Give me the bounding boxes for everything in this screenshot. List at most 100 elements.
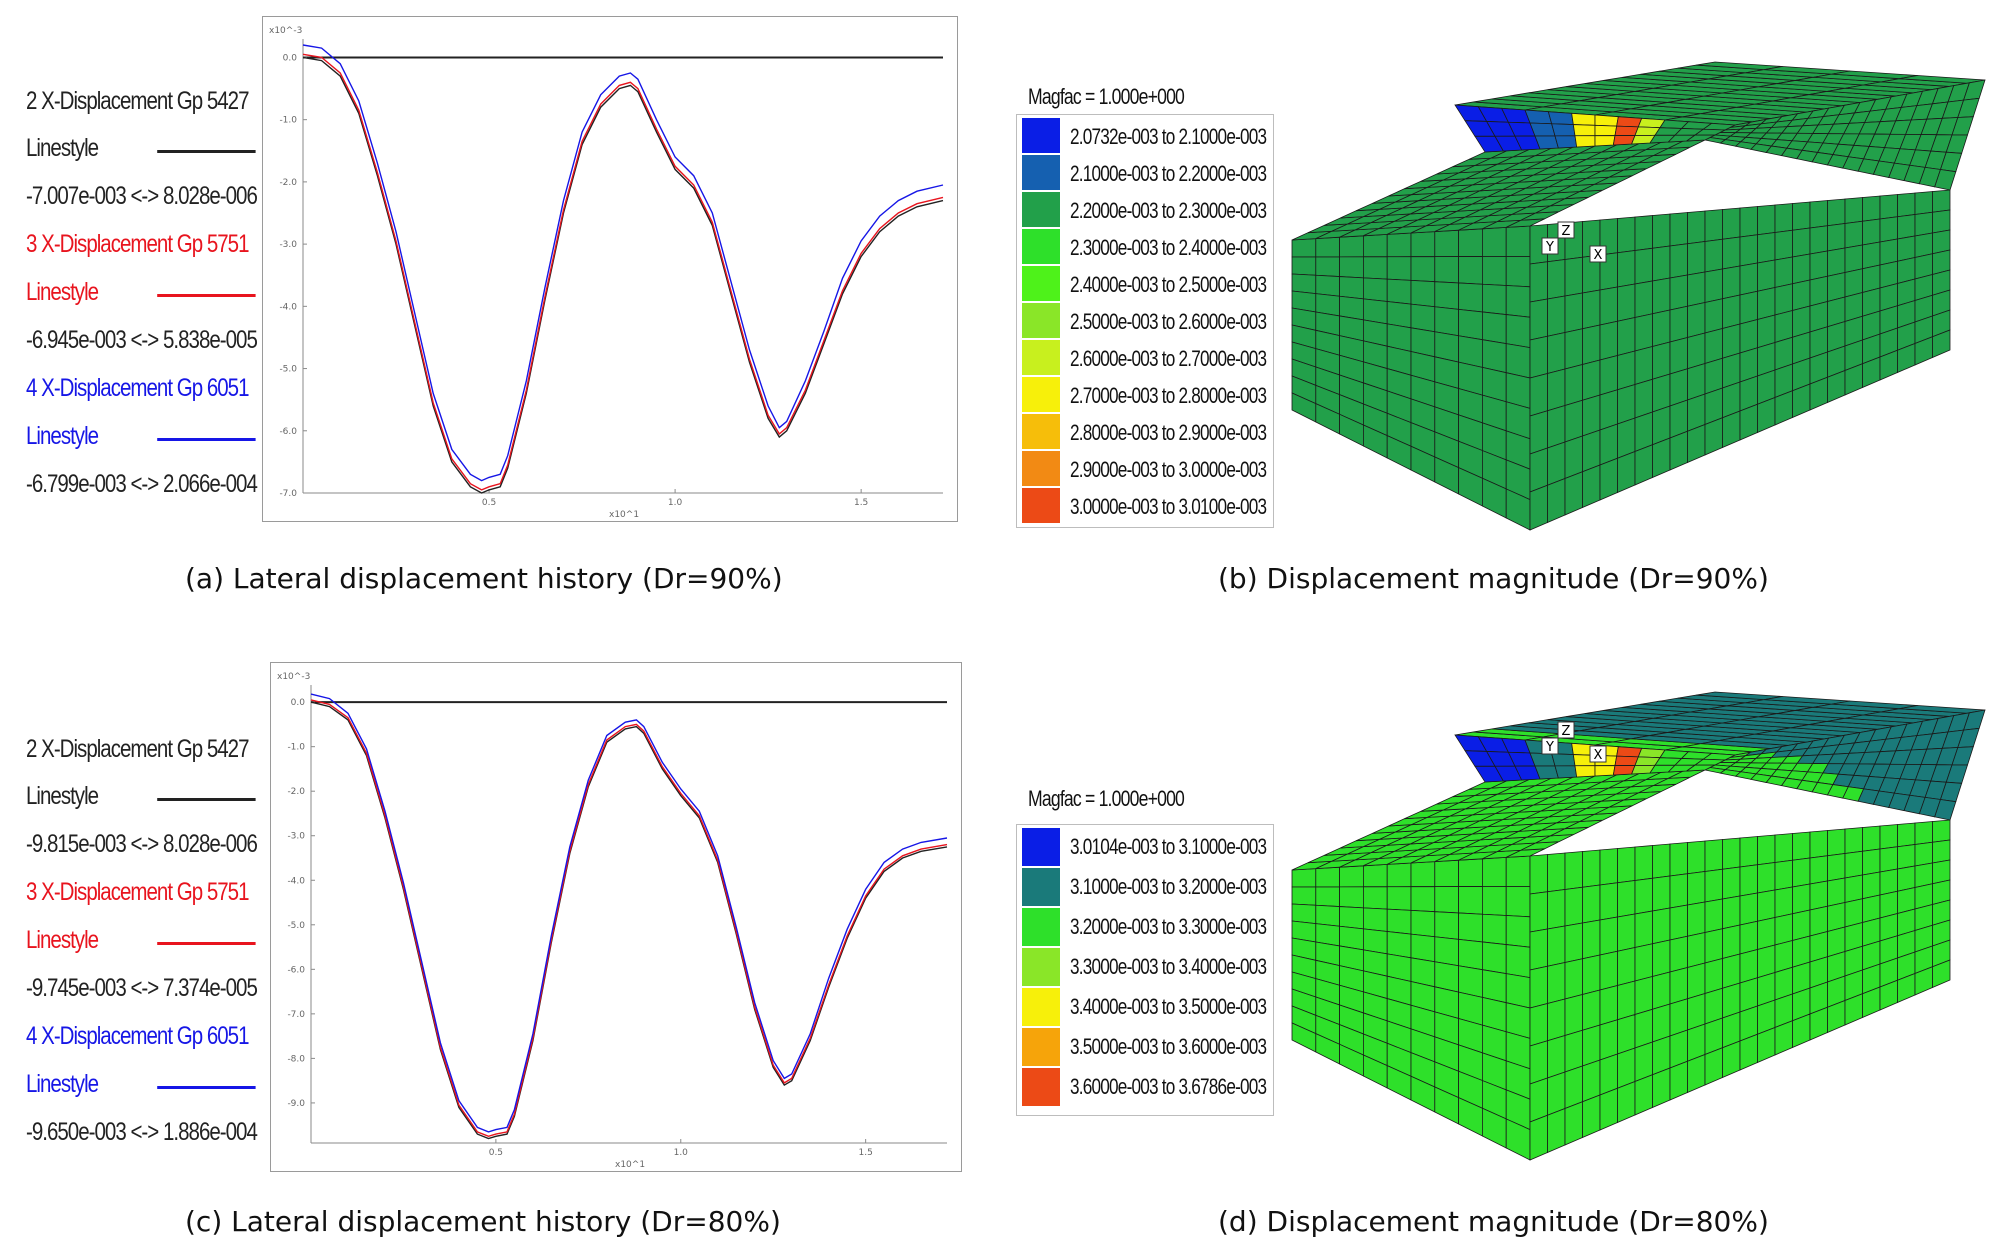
- mesh-right-face: [1599, 457, 1618, 501]
- mesh-right-face: [1669, 368, 1688, 407]
- mesh-right-face: [1669, 430, 1688, 471]
- mesh-right-face: [1564, 1065, 1583, 1110]
- mesh-right-face: [1774, 833, 1793, 863]
- mesh-front-face: [1410, 256, 1436, 283]
- mesh-right-face: [1547, 332, 1566, 375]
- colorbar-swatch: [1022, 340, 1060, 375]
- mesh-right-face: [1739, 234, 1758, 267]
- mesh-right-face: [1652, 437, 1671, 479]
- mesh-right-face: [1582, 324, 1601, 366]
- mesh-right-face: [1792, 883, 1811, 915]
- colorbar-label: 3.1000e-003 to 3.2000e-003: [1070, 874, 1267, 899]
- line-chart-a: x10^-3 x10^1 0.0 -1.0 -2.0 -3.0 -4.0 -5.0 -6.0 -7…: [269, 26, 944, 520]
- mesh-right-face: [1529, 410, 1548, 455]
- mesh-right-face: [1564, 851, 1583, 890]
- axis-indicator-box: [1557, 221, 1575, 239]
- mesh-right-face: [1582, 359, 1601, 401]
- mesh-front-face: [1315, 866, 1340, 888]
- colorbar-label: 2.4000e-003 to 2.5000e-003: [1070, 272, 1267, 297]
- mesh-right-face: [1739, 892, 1758, 926]
- series-line: [302, 56, 944, 494]
- mesh-front-face: [1363, 907, 1388, 932]
- mesh-front-face: [1458, 912, 1483, 943]
- mesh-right-face: [1774, 203, 1793, 233]
- mesh-right-face: [1529, 1114, 1548, 1161]
- y-tick-label: -7.0: [287, 1010, 305, 1020]
- mesh-right-face: [1757, 314, 1776, 349]
- mesh-right-face: [1704, 1047, 1723, 1086]
- colorbar-swatch: [1022, 118, 1060, 153]
- mesh-right-face: [1582, 394, 1601, 437]
- mesh-right-face: [1722, 410, 1741, 449]
- mesh-front-face: [1458, 228, 1483, 257]
- mesh-front-face: [1386, 256, 1412, 281]
- mesh-right-face: [1757, 834, 1776, 866]
- legend-linestyle: Linestyle: [26, 422, 99, 450]
- mesh-right-face: [1652, 373, 1671, 413]
- y-tick-label: -6.0: [279, 427, 297, 437]
- mesh-right-face: [1547, 404, 1566, 449]
- colorbar-swatch: [1022, 828, 1060, 866]
- colorbar-swatch: [1022, 414, 1060, 449]
- mesh-right-face: [1914, 841, 1933, 867]
- mesh-slope-face: [1594, 114, 1619, 127]
- mesh-model-b: YZ X: [1291, 61, 1986, 531]
- mesh-model-d: YZ X: [1291, 691, 1986, 1161]
- x-multiplier-label: x10^1: [609, 510, 639, 520]
- colorbar-swatch: [1022, 377, 1060, 412]
- mesh-right-face: [1529, 335, 1548, 379]
- magfac-label: Magfac = 1.000e+000: [1028, 84, 1185, 109]
- caption-a: (a) Lateral displacement history (Dr=90%…: [185, 562, 783, 595]
- mesh-right-face: [1704, 898, 1723, 933]
- mesh-right-face: [1844, 827, 1863, 854]
- mesh-right-face: [1529, 1077, 1548, 1123]
- mesh-right-face: [1722, 236, 1741, 270]
- mesh-right-face: [1897, 192, 1916, 218]
- mesh-slope-face: [1685, 134, 1716, 142]
- mesh-right-face: [1547, 368, 1566, 412]
- mesh-right-face: [1529, 1040, 1548, 1085]
- x-tick-label: 1.0: [674, 1148, 689, 1158]
- mesh-right-face: [1687, 271, 1706, 307]
- axis-indicator-box: [1589, 245, 1607, 263]
- mesh-right-face: [1634, 910, 1653, 948]
- mesh-right-face: [1879, 216, 1898, 243]
- mesh-right-face: [1529, 965, 1548, 1009]
- mesh-slope-face: [1551, 753, 1576, 767]
- mesh-right-face: [1914, 232, 1933, 258]
- mesh-front-face: [1434, 229, 1460, 258]
- mesh-front-face: [1291, 273, 1317, 295]
- mesh-right-face: [1827, 198, 1846, 227]
- mesh-right-face: [1774, 256, 1793, 288]
- mesh-front-face: [1386, 931, 1412, 959]
- colorbar-swatch: [1022, 155, 1060, 190]
- mesh-front-face: [1339, 886, 1364, 909]
- mesh-right-face: [1652, 907, 1671, 945]
- mesh-front-face: [1410, 231, 1436, 258]
- mesh-right-face: [1757, 862, 1776, 894]
- mesh-front-face: [1458, 858, 1483, 887]
- legend-linestyle: Linestyle: [26, 278, 99, 306]
- mesh-right-face: [1862, 871, 1881, 900]
- mesh-right-face: [1564, 471, 1583, 516]
- colorbar-swatch: [1022, 1068, 1060, 1106]
- y-tick-label: -2.0: [287, 787, 305, 797]
- mesh-slope-face: [1547, 111, 1574, 125]
- mesh-right-face: [1739, 948, 1758, 984]
- mesh-right-face: [1757, 889, 1776, 922]
- mesh-right-face: [1792, 857, 1811, 888]
- mesh-right-face: [1774, 229, 1793, 261]
- mesh-slope-face: [1551, 123, 1576, 137]
- mesh-right-face: [1722, 837, 1741, 870]
- mesh-right-face: [1652, 277, 1671, 315]
- mesh-front-face: [1505, 285, 1531, 318]
- legend-linestyle: Linestyle: [26, 782, 99, 810]
- mesh-slope-face: [1614, 125, 1639, 136]
- mesh-right-face: [1792, 909, 1811, 942]
- mesh-right-face: [1739, 864, 1758, 897]
- mesh-right-face: [1792, 831, 1811, 861]
- mesh-right-face: [1844, 244, 1863, 273]
- mesh-front-face: [1315, 886, 1340, 907]
- mesh-right-face: [1792, 201, 1811, 231]
- mesh-right-face: [1582, 884, 1601, 924]
